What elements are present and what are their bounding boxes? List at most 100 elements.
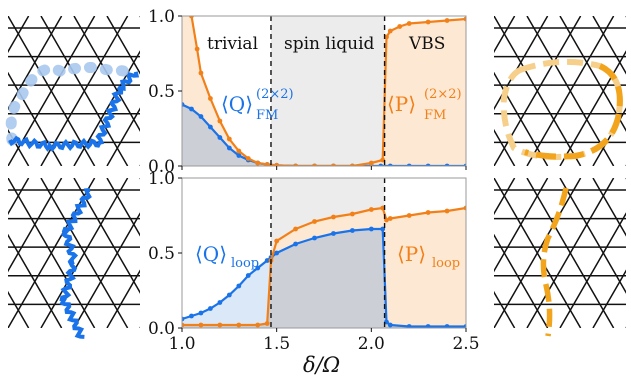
data-point-q (217, 300, 223, 305)
data-point-q (406, 163, 412, 166)
data-point-p (463, 16, 466, 22)
data-point-q (255, 265, 261, 271)
data-point-p (350, 211, 355, 217)
loop-string (59, 188, 92, 339)
data-point-p (274, 238, 280, 244)
data-point-p (208, 96, 213, 101)
data-point-q (425, 163, 431, 166)
data-point-q (182, 316, 185, 322)
data-point-q (406, 324, 412, 328)
data-point-p (312, 163, 317, 166)
region-label-spin-liquid: spin liquid (284, 34, 375, 54)
data-point-p (425, 210, 431, 215)
data-point-p (217, 118, 223, 124)
orange-area-fill (182, 16, 466, 166)
data-point-q (425, 324, 431, 328)
spin-liquid-region (270, 16, 385, 166)
data-point-p (312, 219, 317, 224)
kagome-lattice-icon (8, 178, 140, 328)
q-loop-sub: loop (231, 256, 259, 271)
q-fm-sub: FM (256, 108, 278, 123)
data-point-q (293, 241, 298, 247)
bottom-plot-panel: 0.00.51.01.0 1.5 2.0 2.5 ⟨Q⟩ loop ⟨P⟩ loop … (148, 169, 480, 377)
data-point-p (189, 16, 194, 19)
legend-p-fm: ⟨P⟩ FM (2×2) (387, 87, 462, 123)
y-tick-label: 1.0 (148, 7, 175, 27)
q-fm-sup: (2×2) (256, 87, 294, 102)
data-point-p (274, 162, 280, 166)
top-plot-panel: 0.0 0.5 1.0 trivial spin liquid VBS ⟨Q⟩ FM… (148, 7, 467, 177)
p-fm-sup: (2×2) (424, 87, 462, 102)
data-point-p (226, 136, 232, 142)
data-point-p (444, 18, 450, 23)
y-tick-label: 1.0 (148, 169, 175, 189)
data-point-p (245, 156, 251, 161)
data-point-q (189, 313, 194, 319)
y-tick-label: 0.5 (148, 82, 175, 102)
data-point-q (444, 163, 450, 166)
p-fm-label: ⟨P⟩ (387, 92, 416, 116)
data-point-q (368, 226, 374, 232)
y-tick-label: 0.0 (148, 157, 175, 177)
legend-q-loop: ⟨Q⟩ loop (195, 242, 259, 271)
q-fm-label: ⟨Q⟩ (221, 92, 253, 116)
data-point-p (368, 160, 374, 166)
data-point-q (189, 106, 194, 112)
data-point-q (331, 231, 336, 236)
data-point-q (198, 114, 204, 119)
data-point-p (331, 214, 336, 220)
legend-q-fm: ⟨Q⟩ FM (2×2) (221, 87, 294, 123)
data-point-q (350, 228, 355, 233)
data-point-q (444, 324, 450, 328)
data-point-q (208, 306, 213, 311)
legend-p-loop: ⟨P⟩ loop (397, 242, 460, 271)
data-point-p (425, 19, 431, 25)
x-tick-label: 2.0 (358, 334, 385, 354)
q-loop-label: ⟨Q⟩ (195, 242, 227, 266)
x-axis-label: δ/Ω (303, 353, 340, 377)
data-point-p (368, 207, 374, 212)
data-point-q (236, 153, 242, 158)
series-line-p (182, 206, 466, 327)
region-label-vbs: VBS (408, 34, 445, 54)
overlap-area-fill (182, 104, 466, 166)
data-point-q (387, 322, 393, 328)
data-point-p (194, 46, 200, 52)
loop-dashed-string (540, 187, 569, 337)
fm-plaquette-loop (500, 58, 623, 160)
data-point-p (387, 216, 393, 221)
data-point-q (236, 283, 242, 289)
kagome-lattice-icon (494, 178, 626, 328)
data-point-q (226, 292, 232, 298)
data-point-p (198, 322, 204, 328)
overlap-area-fill (182, 229, 466, 328)
data-point-p (387, 28, 393, 34)
data-point-p (444, 208, 450, 214)
data-point-p (264, 162, 270, 166)
data-point-q (312, 235, 317, 241)
region-label-trivial: trivial (207, 34, 258, 54)
data-point-p (293, 163, 298, 166)
data-point-q (182, 102, 185, 107)
p-loop-sub: loop (432, 256, 460, 271)
data-point-p (236, 322, 242, 328)
data-point-p (255, 160, 261, 166)
p-loop-label: ⟨P⟩ (397, 242, 426, 266)
data-point-p (293, 226, 298, 232)
data-point-p (397, 24, 403, 29)
fm-loop-string (5, 61, 140, 152)
data-point-q (208, 124, 213, 130)
data-point-p (198, 70, 204, 76)
x-tick-label: 2.5 (452, 334, 479, 354)
y-tick-label: 0.5 (148, 244, 175, 264)
data-point-p (350, 163, 355, 166)
x-tick-label: 1.0 (168, 334, 195, 354)
p-fm-sub: FM (424, 108, 446, 123)
data-point-p (236, 148, 242, 154)
data-point-q (463, 163, 466, 166)
data-point-p (255, 322, 261, 328)
data-point-p (264, 321, 270, 326)
data-point-q (264, 258, 270, 263)
data-point-p (406, 21, 412, 26)
